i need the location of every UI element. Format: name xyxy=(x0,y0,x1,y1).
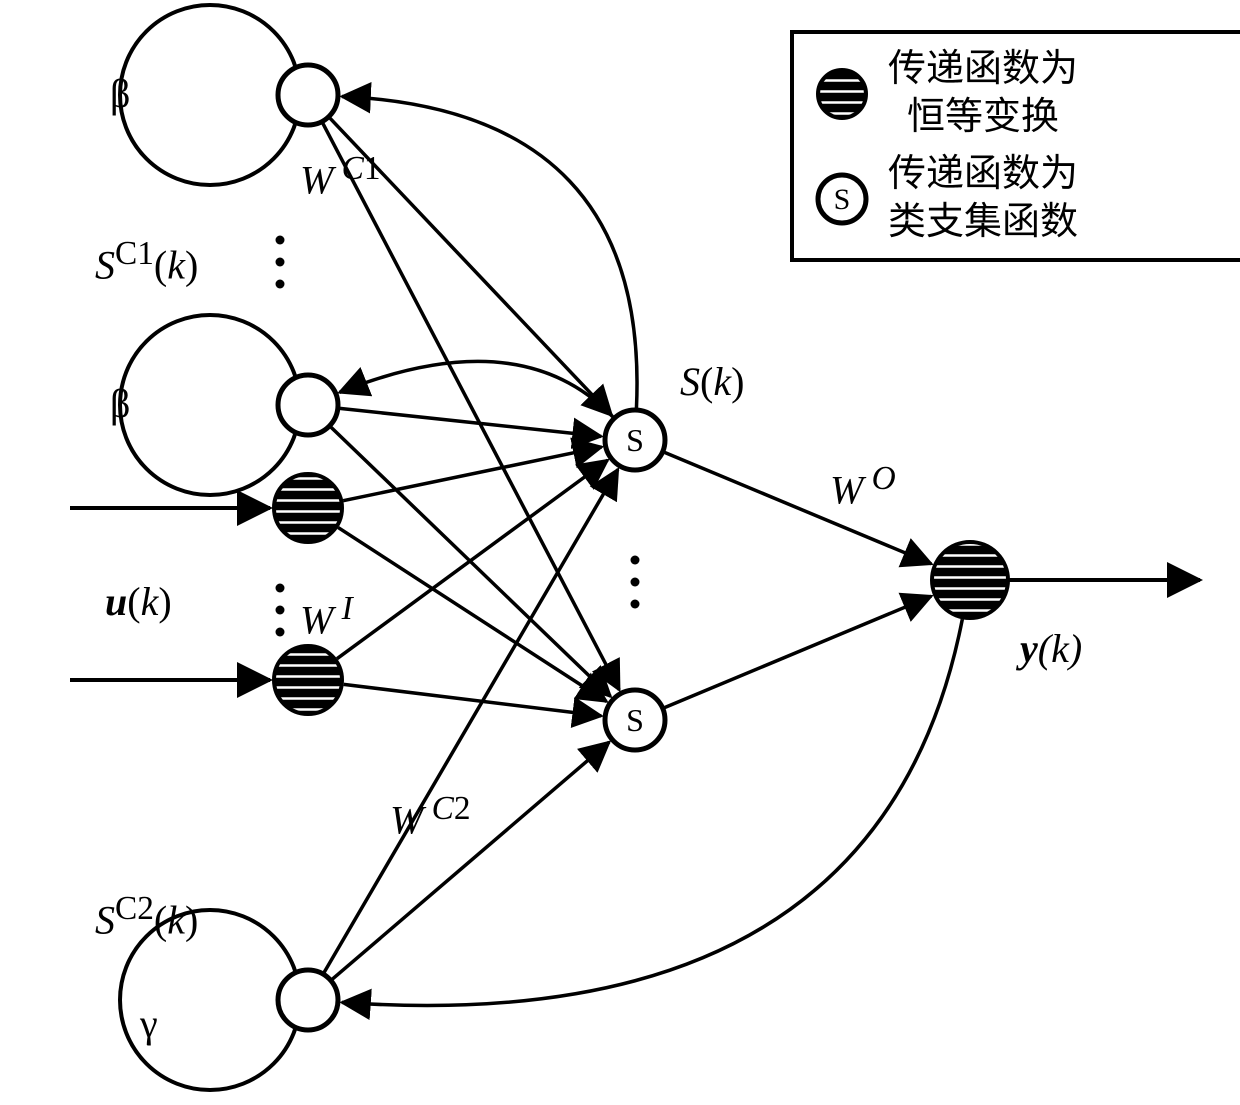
label-WO: W O xyxy=(830,460,896,513)
edge-c1b-s1 xyxy=(340,408,601,436)
label-beta2: β xyxy=(110,380,130,427)
label-WI: W I xyxy=(300,590,353,643)
label-SC1: SC1(k) xyxy=(95,235,198,288)
legend-row-s: S 传递函数为 类支集函数 xyxy=(812,151,1232,246)
legend-text-solid-l2: 恒等变换 xyxy=(888,94,1078,142)
node-in2 xyxy=(274,646,342,714)
svg-text:S: S xyxy=(834,183,851,216)
node-c1b xyxy=(278,375,338,435)
ellipsis-dot xyxy=(276,606,285,615)
ellipsis-dot xyxy=(631,556,640,565)
ellipsis-dot xyxy=(276,628,285,637)
ellipsis-dot xyxy=(276,258,285,267)
edge-c1a-s2 xyxy=(323,123,619,690)
edge-in2-s2 xyxy=(344,684,602,716)
ellipsis-dot xyxy=(631,578,640,587)
edge-c2-s1 xyxy=(324,469,618,972)
label-gamma: γ xyxy=(140,1000,158,1047)
legend-swatch-solid xyxy=(812,64,872,124)
legend-text-solid: 传递函数为 恒等变换 xyxy=(888,46,1078,141)
label-beta1: β xyxy=(110,70,130,117)
legend-row-solid: 传递函数为 恒等变换 xyxy=(812,46,1232,141)
node-out xyxy=(932,542,1008,618)
legend-text-s-l2: 类支集函数 xyxy=(888,199,1078,247)
label-yk: y(k) xyxy=(1020,625,1082,672)
label-SC2: SC2(k) xyxy=(95,890,198,943)
label-uk: u(k) xyxy=(105,578,172,625)
label-WC2: W C2 xyxy=(390,790,471,843)
self-loop-c1a xyxy=(120,5,300,185)
ellipsis-dot xyxy=(631,600,640,609)
legend-swatch-s: S xyxy=(812,169,872,229)
ellipsis-dot xyxy=(276,584,285,593)
legend-text-solid-l1: 传递函数为 xyxy=(888,46,1078,94)
edge-in1-s2 xyxy=(338,528,606,702)
edge-s2-out xyxy=(665,596,932,707)
node-in1 xyxy=(274,474,342,542)
node-s2-glyph: S xyxy=(626,702,644,738)
ellipsis-dot xyxy=(276,280,285,289)
node-c2 xyxy=(278,970,338,1030)
feedback-s1-c1b xyxy=(340,361,613,416)
ellipsis-dot xyxy=(276,236,285,245)
node-c1a xyxy=(278,65,338,125)
self-loop-c1b xyxy=(120,315,300,495)
legend-text-s-l1: 传递函数为 xyxy=(888,151,1078,199)
label-Sk: S(k) xyxy=(680,358,744,405)
label-WC1: W C1 xyxy=(300,150,381,203)
node-s1-glyph: S xyxy=(626,422,644,458)
legend-box: 传递函数为 恒等变换 S 传递函数为 类支集函数 xyxy=(790,30,1240,262)
edge-c2-s2 xyxy=(332,742,609,979)
legend-text-s: 传递函数为 类支集函数 xyxy=(888,151,1078,246)
